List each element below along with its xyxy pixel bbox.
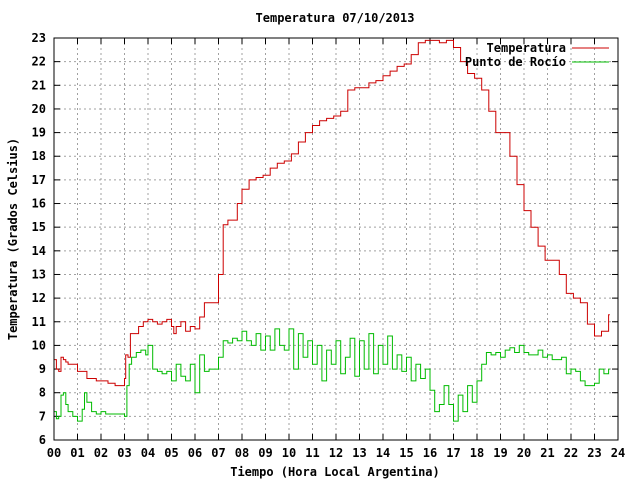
x-tick-label: 00	[47, 446, 61, 460]
x-tick-label: 10	[282, 446, 296, 460]
x-tick-label: 12	[329, 446, 343, 460]
x-tick-label: 03	[117, 446, 131, 460]
x-tick-label: 16	[423, 446, 437, 460]
y-tick-label: 8	[39, 386, 46, 400]
y-tick-label: 19	[32, 126, 46, 140]
x-tick-label: 11	[305, 446, 319, 460]
x-tick-label: 04	[141, 446, 155, 460]
series-line-temperatura	[54, 39, 610, 387]
x-tick-label: 08	[235, 446, 249, 460]
y-tick-label: 21	[32, 78, 46, 92]
x-tick-label: 21	[540, 446, 554, 460]
chart-title: Temperatura 07/10/2013	[256, 11, 415, 25]
x-tick-label: 09	[258, 446, 272, 460]
x-tick-label: 17	[446, 446, 460, 460]
y-tick-label: 23	[32, 31, 46, 45]
x-tick-label: 01	[70, 446, 84, 460]
y-tick-label: 22	[32, 55, 46, 69]
y-tick-label: 20	[32, 102, 46, 116]
y-tick-label: 9	[39, 362, 46, 376]
x-tick-label: 20	[517, 446, 531, 460]
y-tick-label: 10	[32, 338, 46, 352]
y-tick-label: 14	[32, 244, 46, 258]
x-tick-label: 05	[164, 446, 178, 460]
series-line-punto-de-rocio	[54, 328, 610, 422]
x-tick-label: 02	[94, 446, 108, 460]
x-tick-label: 22	[564, 446, 578, 460]
x-tick-label: 06	[188, 446, 202, 460]
x-axis-label: Tiempo (Hora Local Argentina)	[230, 465, 440, 479]
y-tick-label: 16	[32, 197, 46, 211]
grid	[54, 38, 618, 440]
y-tick-label: 17	[32, 173, 46, 187]
y-tick-label: 12	[32, 291, 46, 305]
x-tick-label: 14	[376, 446, 390, 460]
x-tick-label: 07	[211, 446, 225, 460]
plot-frame	[53, 37, 619, 441]
y-tick-label: 7	[39, 409, 46, 423]
y-tick-label: 15	[32, 220, 46, 234]
y-tick-label: 11	[32, 315, 46, 329]
y-tick-label: 18	[32, 149, 46, 163]
legend-label: Temperatura	[487, 41, 566, 55]
x-tick-label: 23	[587, 446, 601, 460]
y-tick-label: 6	[39, 433, 46, 447]
legend-label: Punto de Rocío	[465, 55, 566, 69]
x-tick-label: 24	[611, 446, 625, 460]
x-tick-label: 18	[470, 446, 484, 460]
y-tick-label: 13	[32, 267, 46, 281]
axis-ticks: 00 01 02 03 04 05 06 07 08 09 10 11 12 13 14 15 16 17 18 19…	[32, 31, 626, 460]
y-axis-label: Temperatura (Grados Celsius)	[6, 138, 20, 340]
series-lines	[54, 39, 610, 422]
x-tick-label: 15	[399, 446, 413, 460]
x-tick-label: 19	[493, 446, 507, 460]
x-tick-label: 13	[352, 446, 366, 460]
